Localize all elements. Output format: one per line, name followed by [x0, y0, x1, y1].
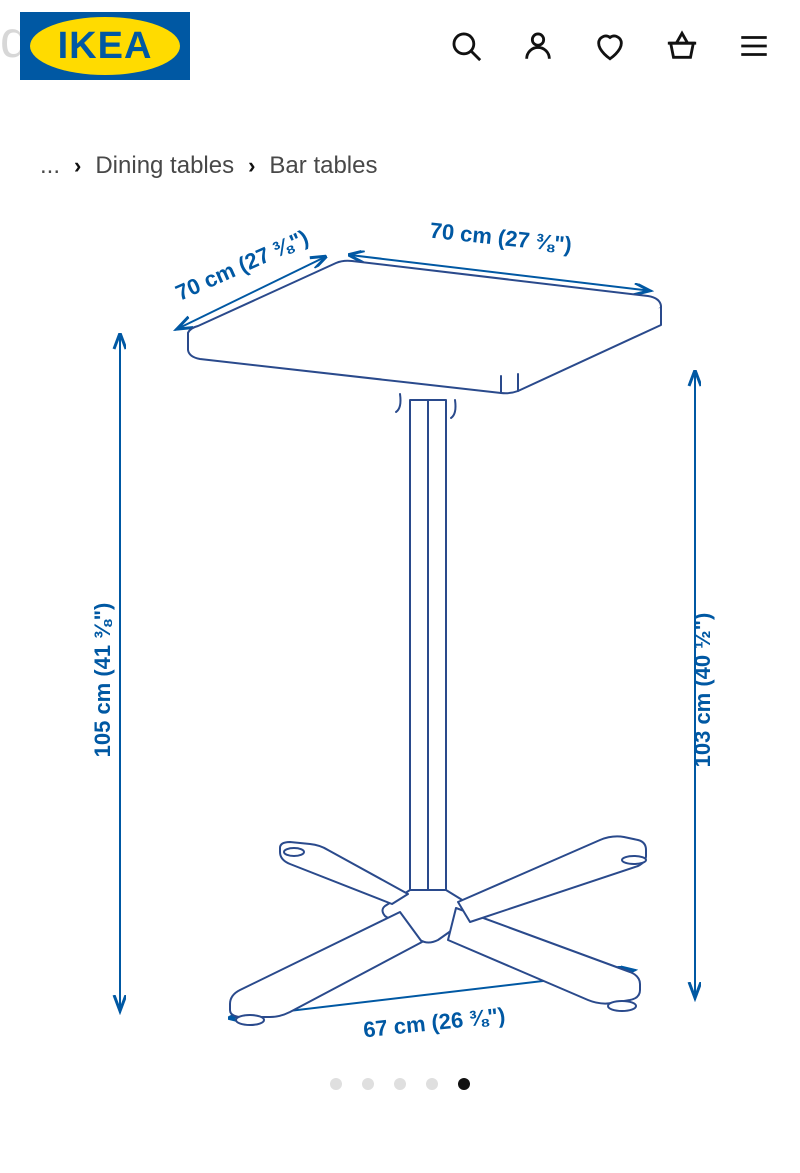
chevron-right-icon: › [74, 153, 81, 179]
breadcrumb-item-dining-tables[interactable]: Dining tables [95, 152, 234, 180]
ikea-logo[interactable]: IKEA [20, 12, 190, 80]
carousel-dot-3[interactable] [394, 1078, 406, 1090]
carousel-dot-4[interactable] [426, 1078, 438, 1090]
menu-icon[interactable] [736, 28, 772, 64]
account-icon[interactable] [520, 28, 556, 64]
search-icon[interactable] [448, 28, 484, 64]
header-icons [448, 28, 772, 64]
carousel-dot-1[interactable] [330, 1078, 342, 1090]
breadcrumb: ... › Dining tables › Bar tables [0, 92, 800, 200]
dim-height-right: 103 cm (40 ½") [690, 613, 715, 768]
chevron-right-icon: › [248, 153, 255, 179]
dim-base-width: 67 cm (26 ⅜") [362, 1003, 506, 1043]
basket-icon[interactable] [664, 28, 700, 64]
wishlist-icon[interactable] [592, 28, 628, 64]
breadcrumb-item-bar-tables[interactable]: Bar tables [269, 152, 377, 180]
dim-height-left: 105 cm (41 ⅜") [90, 603, 115, 758]
carousel-dot-2[interactable] [362, 1078, 374, 1090]
ikea-logo-ellipse: IKEA [30, 17, 180, 75]
ikea-logo-text: IKEA [58, 25, 153, 68]
carousel-dot-5[interactable] [458, 1078, 470, 1090]
breadcrumb-ellipsis[interactable]: ... [40, 152, 60, 180]
dim-top-front: 70 cm (27 ⅜") [429, 218, 573, 258]
product-dimension-diagram: 70 cm (27 ⅜") 70 cm (27 ⅜") 105 cm (41 ⅜… [0, 200, 800, 1070]
image-carousel-dots [0, 1078, 800, 1090]
header-bar: IKEA [0, 0, 800, 92]
